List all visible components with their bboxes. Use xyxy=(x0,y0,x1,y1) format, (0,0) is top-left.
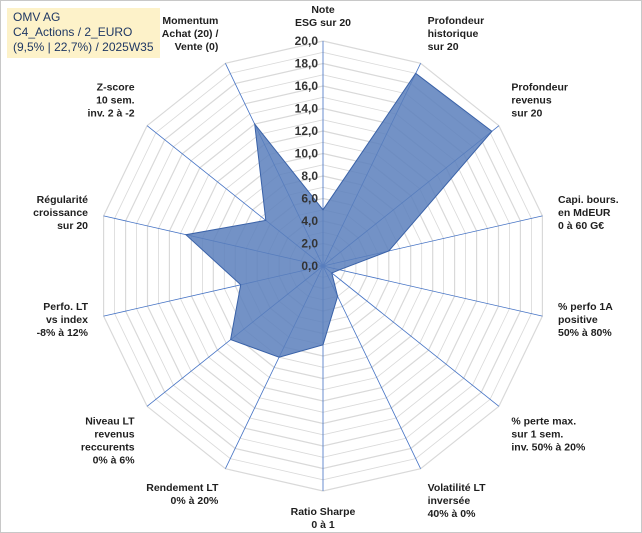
axis-label-line: historique xyxy=(428,28,479,40)
axis-label: % perte max.sur 1 sem.inv. 50% à 20% xyxy=(511,415,586,453)
axis-label-line: revenus xyxy=(511,95,551,107)
axis-label-line: 50% à 80% xyxy=(558,327,612,339)
axis-label-line: Volatilité LT xyxy=(428,482,487,494)
tick-label: 4,0 xyxy=(301,214,318,228)
axis-label-line: % perte max. xyxy=(511,415,576,427)
tick-label: 6,0 xyxy=(301,192,318,206)
axis-label-line: 0% à 6% xyxy=(93,454,136,466)
axis-label-line: Note xyxy=(311,4,334,16)
title-box: OMV AG C4_Actions / 2_EURO (9,5% | 22,7%… xyxy=(7,8,160,58)
tick-label: 2,0 xyxy=(301,237,318,251)
title-line-2: C4_Actions / 2_EURO xyxy=(13,25,133,39)
axis-label-line: Profondeur xyxy=(511,82,568,94)
tick-label: 18,0 xyxy=(295,57,319,71)
axis-label-line: 40% à 0% xyxy=(428,508,477,520)
tick-label: 12,0 xyxy=(295,124,319,138)
axis-label-line: Rendement LT xyxy=(146,482,219,494)
tick-label: 0,0 xyxy=(301,259,318,273)
axis-label-line: 0 à 60 G€ xyxy=(558,220,604,232)
axis-label-line: sur 1 sem. xyxy=(511,428,563,440)
axis-label-line: 0% à 20% xyxy=(171,495,220,507)
tick-label: 14,0 xyxy=(295,102,319,116)
axis-label-line: -8% à 12% xyxy=(37,327,89,339)
axis-label: Rendement LT0% à 20% xyxy=(146,482,219,507)
tick-label: 8,0 xyxy=(301,169,318,183)
axis-label-line: vs index xyxy=(46,314,88,326)
axis-label-line: sur 20 xyxy=(511,108,542,120)
axis-label-line: sur 20 xyxy=(428,41,459,53)
axis-label-line: revenus xyxy=(94,428,134,440)
radar-tick-labels: 0,0 2,0 4,0 6,0 8,0 10,0 12,0 14,0 16,0 18,0 20,0 xyxy=(295,34,319,273)
tick-label: 10,0 xyxy=(295,147,319,161)
axis-label-line: croissance xyxy=(33,207,88,219)
axis-label-line: % perfo 1A xyxy=(558,301,613,313)
axis-label-line: Profondeur xyxy=(428,15,485,27)
title-line-1: OMV AG xyxy=(13,10,61,24)
axis-label-line: Capi. bours. xyxy=(558,194,619,206)
axis-spoke xyxy=(322,265,543,317)
axis-label-line: Vente (0) xyxy=(175,41,219,53)
axis-label-line: Niveau LT xyxy=(85,415,135,427)
axis-label-line: Momentum xyxy=(162,15,218,27)
axis-label-line: 0 à 1 xyxy=(311,519,335,531)
axis-label-line: inv. 2 à -2 xyxy=(88,108,135,120)
axis-label-line: Ratio Sharpe xyxy=(291,506,356,518)
axis-label-line: Achat (20) / xyxy=(162,28,219,40)
axis-label-line: 10 sem. xyxy=(96,95,135,107)
axis-spoke xyxy=(322,265,421,469)
axis-label-line: en MdEUR xyxy=(558,207,611,219)
axis-label-line: Perfo. LT xyxy=(43,301,88,313)
axis-label-line: reccurents xyxy=(81,441,135,453)
axis-spoke xyxy=(322,265,500,407)
axis-label-line: Z-score xyxy=(97,82,135,94)
axis-label-line: ESG sur 20 xyxy=(295,17,351,29)
axis-label-line: Régularité xyxy=(37,194,89,206)
tick-label: 20,0 xyxy=(295,34,319,48)
axis-label-line: inversée xyxy=(428,495,471,507)
tick-label: 16,0 xyxy=(295,79,319,93)
radar-series xyxy=(184,72,493,358)
title-line-3: (9,5% | 22,7%) / 2025W35 xyxy=(13,40,154,54)
axis-label-line: sur 20 xyxy=(57,220,88,232)
axis-label-line: positive xyxy=(558,314,598,326)
axis-label-line: inv. 50% à 20% xyxy=(511,441,586,453)
